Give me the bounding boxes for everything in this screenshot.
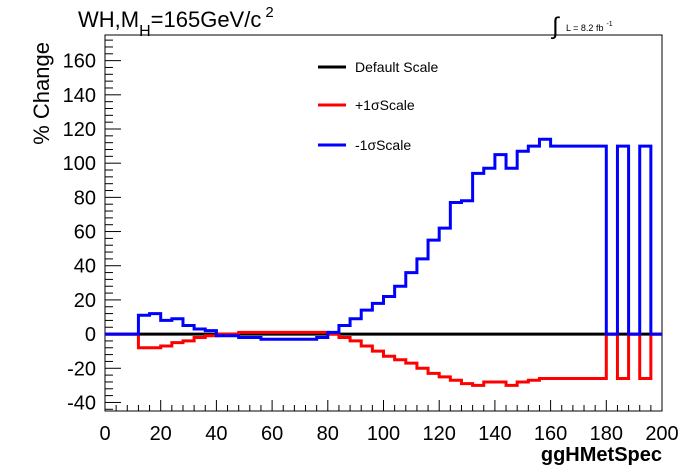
y-axis-title: % Change — [29, 42, 54, 145]
x-tick-label: 160 — [534, 423, 567, 445]
integral-sign-icon: ∫ — [550, 13, 560, 40]
legend-label: -1σScale — [355, 137, 411, 153]
y-tick-label: -20 — [67, 358, 96, 380]
y-tick-label: 20 — [74, 290, 96, 312]
y-tick-label: 100 — [63, 153, 96, 175]
chart-title-subscript: H — [139, 23, 151, 40]
legend-label: +1σScale — [355, 97, 415, 113]
legend: Default Scale +1σScale -1σScale — [318, 59, 438, 153]
x-tick-label: 20 — [150, 423, 172, 445]
luminosity-text: L = 8.2 fb -1 — [566, 21, 613, 33]
y-tick-label: 0 — [85, 324, 96, 346]
series-line — [105, 137, 662, 341]
chart-title: WH,MH=165GeV/c 2 — [78, 4, 274, 40]
y-axis: -40 -20 0 20 40 60 80 100 120 140 160 — [63, 39, 121, 414]
chart-title-rest: =165GeV/c — [151, 7, 262, 32]
y-tick-label: 80 — [74, 187, 96, 209]
chart-title-main: WH,M — [78, 7, 139, 32]
x-axis-title: ggHMetSpec — [541, 444, 662, 466]
series-layer — [105, 137, 662, 387]
y-tick-label: -40 — [67, 392, 96, 414]
x-tick-label: 60 — [261, 423, 283, 445]
x-tick-label: 80 — [317, 423, 339, 445]
x-tick-label: 100 — [367, 423, 400, 445]
x-tick-label: 140 — [478, 423, 511, 445]
y-tick-label: 60 — [74, 222, 96, 244]
legend-label: Default Scale — [355, 59, 438, 75]
chart-title-superscript: 2 — [265, 4, 273, 21]
x-tick-label: 200 — [645, 423, 678, 445]
x-tick-label: 0 — [99, 423, 110, 445]
y-tick-label: 140 — [63, 85, 96, 107]
x-tick-label: 120 — [423, 423, 456, 445]
x-tick-label: 180 — [590, 423, 623, 445]
x-axis: 0 20 40 60 80 100 120 140 160 180 200 — [99, 400, 679, 445]
series-line — [105, 330, 662, 387]
y-tick-label: 40 — [74, 256, 96, 278]
x-tick-label: 40 — [205, 423, 227, 445]
y-tick-label: 160 — [63, 51, 96, 73]
y-tick-label: 120 — [63, 119, 96, 141]
luminosity-label: ∫ L = 8.2 fb -1 — [550, 13, 613, 40]
